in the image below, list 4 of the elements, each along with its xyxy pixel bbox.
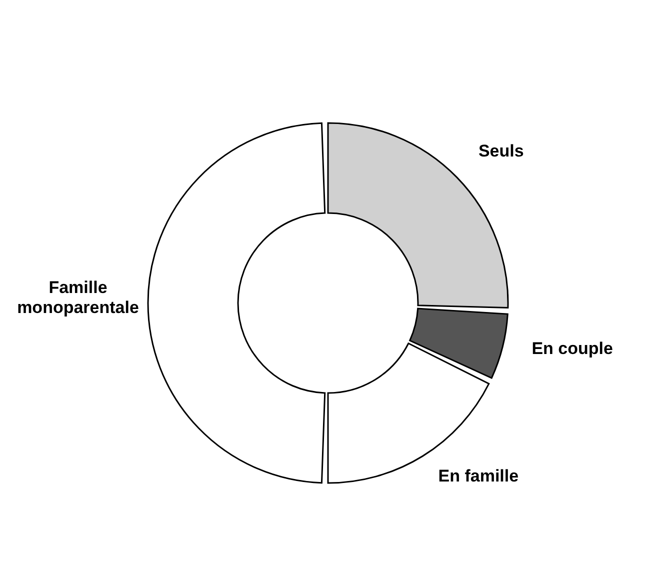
slice-label: En famille	[438, 466, 519, 486]
slice-label: Famille monoparentale	[17, 278, 139, 317]
slice-label: Seuls	[478, 141, 524, 160]
slice-label: En couple	[532, 339, 613, 358]
